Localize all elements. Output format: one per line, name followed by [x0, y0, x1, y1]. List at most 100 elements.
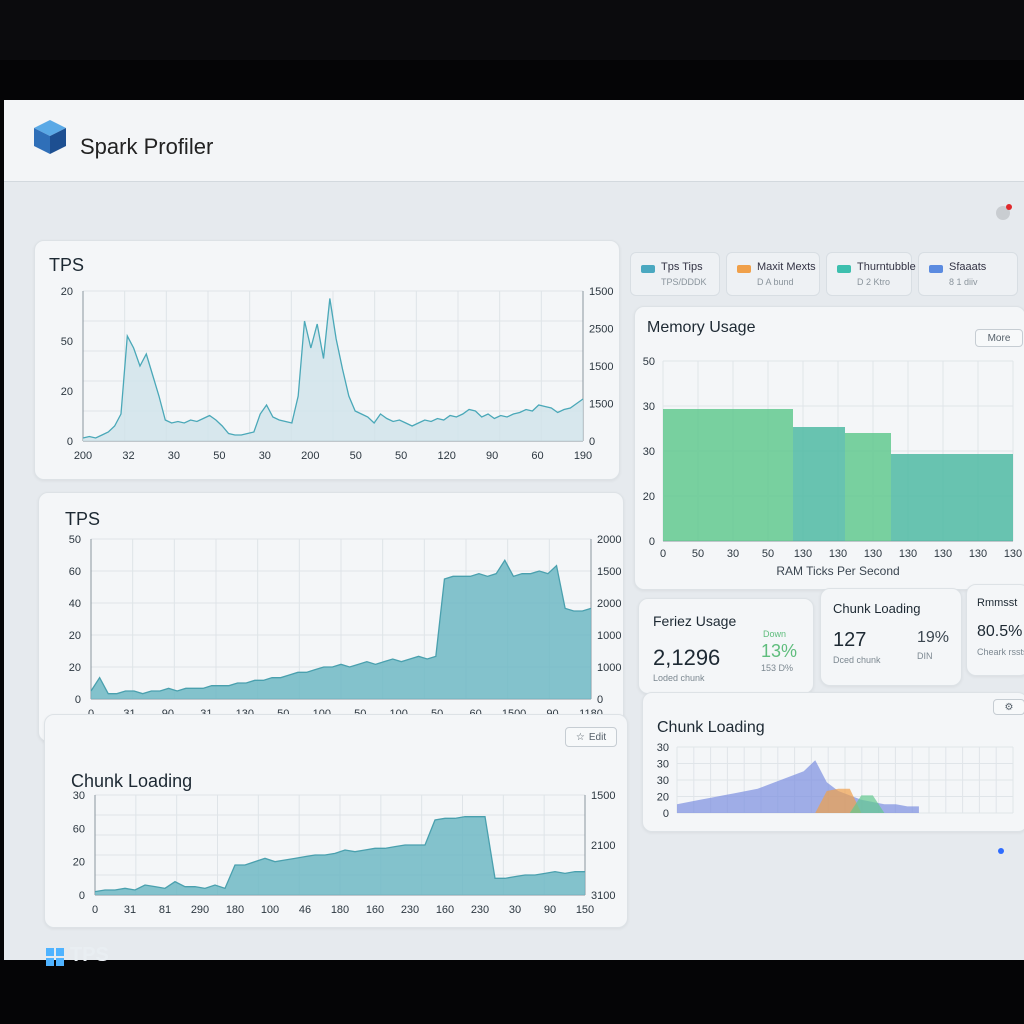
chart-title: TPS: [49, 255, 85, 275]
y-tick-label-right: 1500: [589, 399, 613, 411]
star-icon: ☆: [575, 731, 585, 743]
x-axis-title: RAM Ticks Per Second: [776, 564, 899, 578]
y-tick-label-right: 2000: [597, 534, 621, 546]
y-tick-label: 0: [67, 436, 73, 448]
y-tick-label-right: 1500: [591, 790, 615, 802]
taskbar: TPS: [30, 930, 190, 970]
stat-title: Rmmsst: [977, 597, 1018, 609]
y-tick-label-right: 2000: [597, 598, 621, 610]
x-tick-label: 30: [509, 904, 521, 916]
y-tick-label: 20: [657, 792, 669, 804]
record-dot-icon[interactable]: [996, 204, 1012, 220]
stat-card-extra: Rmmsst 80.5% Cheark rssts: [966, 584, 1024, 676]
y-tick-label-right: 3100: [591, 890, 615, 902]
stat-value: 127: [833, 629, 867, 651]
power-led: [998, 848, 1004, 854]
x-tick-label: 46: [299, 904, 311, 916]
memory-bar: [793, 427, 845, 541]
title-bar: Spark Profiler: [4, 100, 1024, 182]
chunk-loading-card: Chunk Loading ☆ Edit 30 60 20 0 1500 2100 3100…: [44, 714, 628, 928]
y-tick-label: 30: [657, 775, 669, 787]
edit-button[interactable]: ☆ Edit: [565, 727, 617, 747]
legend-sub: D 2 Ktro: [857, 277, 891, 287]
chart-title: Chunk Loading: [71, 771, 193, 791]
y-tick-label: 30: [657, 759, 669, 771]
x-tick-label: 130: [969, 548, 987, 560]
x-tick-label: 120: [437, 450, 455, 462]
tps-area-chart: 5060402020020001500200010001000003190311…: [69, 534, 622, 730]
chart-title: Chunk Loading: [657, 719, 765, 736]
cube-logo-icon: [34, 120, 66, 154]
x-tick-label: 200: [74, 450, 92, 462]
y-tick-label: 60: [73, 823, 85, 835]
y-tick-label: 60: [69, 566, 81, 578]
legend-label: Sfaaats: [949, 261, 987, 273]
y-tick-label: 50: [61, 336, 73, 348]
y-tick-label: 0: [663, 808, 669, 820]
y-tick-label-right: 2500: [589, 324, 613, 336]
y-tick-label-right: 0: [589, 436, 595, 448]
y-tick-label-right: 1500: [589, 286, 613, 298]
y-tick-label-right: 2100: [591, 840, 615, 852]
y-tick-label-right: 1500: [597, 566, 621, 578]
series-line: [94, 816, 585, 893]
app-title: Spark Profiler: [80, 134, 214, 159]
chunk-loading-card-right: Chunk Loading ⚙ 30 30 30 20 0: [642, 692, 1024, 832]
legend-chip[interactable]: Tps Tips TPS/DDDK: [630, 252, 720, 296]
x-tick-label: 90: [486, 450, 498, 462]
x-tick-label: 180: [331, 904, 349, 916]
x-tick-label: 130: [829, 548, 847, 560]
y-tick-label: 50: [643, 356, 655, 368]
settings-button[interactable]: ⚙: [993, 699, 1024, 715]
memory-bar: [891, 454, 1013, 541]
stat-card-chunk: Chunk Loading 127 Dced chunk 19% DIN: [820, 588, 962, 686]
taskbar-label[interactable]: TPS: [70, 944, 109, 966]
x-tick-label: 180: [226, 904, 244, 916]
gear-icon: ⚙: [1004, 701, 1014, 713]
stat-value: 80.5%: [977, 623, 1023, 640]
windows-icon[interactable]: [46, 948, 64, 966]
x-tick-label: 130: [934, 548, 952, 560]
more-button[interactable]: More: [975, 329, 1023, 347]
x-tick-label: 0: [92, 904, 98, 916]
stat-sub: Cheark rssts: [977, 647, 1024, 657]
x-tick-label: 30: [259, 450, 271, 462]
x-tick-label: 130: [1004, 548, 1022, 560]
profiler-window: Spark Profiler TPS 20 50 20 0 1500 2500 1500 15…: [4, 100, 1024, 960]
stat-title: Chunk Loading: [833, 601, 921, 616]
x-tick-label: 81: [159, 904, 171, 916]
legend-chip[interactable]: Thurntubble D 2 Ktro: [826, 252, 916, 296]
y-tick-label-right: 0: [597, 694, 603, 706]
stat-pct-sub: DIN: [917, 651, 933, 661]
x-tick-label: 190: [574, 450, 592, 462]
x-tick-label: 0: [660, 548, 666, 560]
chart-title: Memory Usage: [647, 319, 756, 336]
x-tick-label: 31: [124, 904, 136, 916]
legend-chip[interactable]: Sfaaats 8 1 diiv: [918, 252, 1018, 296]
legend-label: Tps Tips: [661, 261, 703, 273]
y-tick-label: 30: [643, 446, 655, 458]
y-tick-label: 0: [79, 890, 85, 902]
y-tick-label: 50: [69, 534, 81, 546]
memory-usage-card: Memory Usage More 50 30 30 20 0 0 50 30 50 130 130…: [634, 306, 1024, 590]
stat-pct: 19%: [917, 629, 950, 646]
legend-label: Maxit Mexts: [757, 261, 816, 273]
x-tick-label: 130: [864, 548, 882, 560]
x-tick-label: 50: [692, 548, 704, 560]
edit-button-label: Edit: [588, 731, 607, 743]
y-tick-label-right: 1000: [597, 662, 621, 674]
y-tick-label: 30: [643, 401, 655, 413]
stat-pct: 13%: [761, 641, 798, 661]
stat-pct-label: Down: [763, 629, 787, 639]
chart-title: TPS: [65, 509, 101, 529]
stat-sub: Dced chunk: [833, 655, 881, 665]
y-tick-label: 40: [69, 598, 81, 610]
y-tick-label: 20: [643, 491, 655, 503]
series-area: [95, 816, 585, 895]
legend-chip[interactable]: Maxit Mexts D A bund: [726, 252, 820, 296]
more-button-label: More: [987, 332, 1011, 344]
legend-sub: TPS/DDDK: [661, 277, 707, 287]
y-tick-label: 20: [69, 662, 81, 674]
y-tick-label: 20: [73, 857, 85, 869]
